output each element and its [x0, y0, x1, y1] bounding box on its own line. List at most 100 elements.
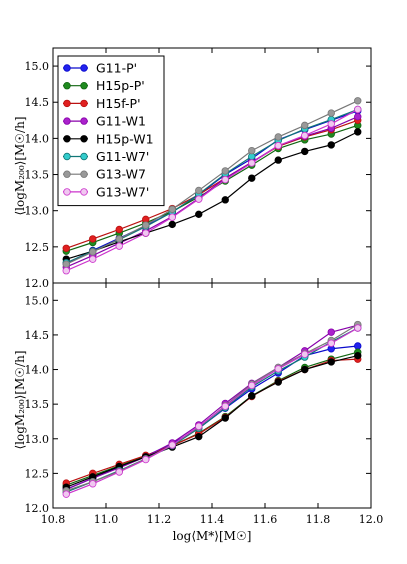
top-series-point-2 [115, 225, 123, 234]
bottom-y-tick-label: 12.5 [25, 467, 50, 480]
bottom-y-tick-label: 13.5 [25, 398, 50, 411]
bottom-x-tick-label: 11.4 [200, 513, 225, 526]
top-series-point-7 [301, 131, 309, 140]
bottom-series-point-4 [195, 432, 203, 441]
top-series-point-6 [221, 167, 229, 175]
bottom-series-line-2 [66, 358, 358, 484]
top-series-point-7 [274, 141, 282, 150]
top-series-point-6 [354, 97, 362, 105]
top-series-point-6 [274, 133, 282, 141]
legend-marker [63, 117, 71, 125]
bottom-series-point-4 [301, 365, 309, 374]
top-series-line-6 [65, 100, 359, 265]
top-series-point-6 [115, 235, 123, 243]
top-series-point-4 [195, 210, 203, 219]
top-series-point-7 [89, 255, 97, 263]
top-series-point-7 [248, 159, 256, 167]
bottom-y-tick-label: 13.0 [25, 433, 50, 446]
bottom-ticks: 12.0 12.5 13.0 13.5 14.0 14.5 15.0 10.8 11.0 11.2… [25, 283, 384, 526]
top-series-point-7 [327, 120, 335, 128]
top-series-point-4 [301, 147, 309, 156]
legend-label: G11-W1 [96, 114, 146, 129]
top-series-point-7 [354, 105, 362, 114]
top-series-point-2 [62, 244, 70, 252]
bottom-x-tick-label: 12.0 [359, 513, 384, 526]
top-series-line-4 [66, 131, 359, 260]
legend-marker [80, 135, 88, 143]
top-series-point-7 [115, 242, 123, 250]
bottom-series-point-7 [142, 455, 150, 464]
bottom-series-point-7 [354, 324, 362, 332]
legend-marker [63, 64, 71, 72]
bottom-series-point-7 [248, 381, 256, 390]
legend-marker [63, 99, 71, 108]
top-series-point-6 [142, 221, 150, 229]
bottom-x-tick-label: 10.8 [41, 513, 66, 526]
bottom-series-point-4 [327, 358, 335, 366]
top-series-point-4 [274, 156, 282, 164]
legend-marker [63, 188, 71, 196]
legend-label: G13-W7 [96, 167, 146, 182]
bottom-y-tick-label: 15.0 [25, 294, 50, 307]
bottom-series-point-4 [354, 351, 362, 360]
top-series-line-2 [66, 119, 358, 249]
bottom-series-point-7 [301, 350, 309, 359]
legend-marker [80, 170, 88, 178]
top-series-point-3 [354, 112, 362, 121]
top-series-point-4 [221, 196, 229, 204]
legend-label: G13-W7' [96, 184, 149, 199]
bottom-series-line-3 [66, 324, 358, 490]
legend-marker [63, 170, 71, 178]
bottom-series-line-7 [66, 327, 359, 495]
legend-label: G11-W7' [96, 149, 149, 164]
legend-marker [80, 64, 88, 72]
top-series-point-7 [62, 267, 70, 275]
top-y-tick-label: 13.0 [25, 205, 50, 218]
top-series-point-7 [195, 195, 203, 203]
bottom-series-point-4 [274, 378, 282, 386]
legend-marker [80, 117, 88, 125]
legend-label: G11-P' [96, 61, 137, 76]
top-y-tick-label: 13.5 [25, 169, 50, 182]
top-series-point-6 [301, 121, 309, 130]
bottom-series-line-4 [66, 355, 358, 488]
legend-marker [63, 81, 71, 90]
top-series-point-6 [168, 205, 176, 213]
bottom-panel: 12.0 12.5 13.0 13.5 14.0 14.5 15.0 10.8 11.0 11.2… [25, 282, 384, 526]
top-ticks: 12.0 12.5 13.0 13.5 14.0 14.5 15.0 [25, 48, 372, 290]
bottom-series-point-7 [327, 339, 335, 347]
top-series-point-7 [221, 175, 229, 184]
top-series-line-7 [66, 108, 359, 272]
bottom-x-tick-label: 11.6 [253, 513, 278, 526]
bottom-series-point-7 [221, 402, 229, 410]
bottom-y-tick-label: 12.0 [25, 502, 50, 515]
legend-marker [63, 152, 71, 161]
top-y-tick-label: 12.0 [25, 277, 50, 290]
bottom-series-point-0 [354, 342, 362, 350]
legend-marker [80, 152, 88, 161]
bottom-x-tick-label: 11.2 [147, 513, 172, 526]
top-y-tick-label: 14.5 [25, 96, 50, 109]
top-series-point-7 [142, 229, 150, 237]
top-series-point-6 [89, 248, 97, 256]
bottom-series-line-6 [66, 324, 359, 492]
legend-box [57, 55, 165, 207]
top-series-point-6 [327, 109, 335, 117]
top-y-tick-label: 14.0 [25, 132, 50, 145]
bottom-series-point-4 [221, 414, 229, 422]
bottom-series-point-7 [195, 422, 203, 431]
legend-marker [80, 81, 88, 90]
bottom-y-axis-label: ⟨logM₂₀₀⟩[M☉/h] [13, 350, 27, 449]
top-y-tick-label: 15.0 [25, 60, 50, 73]
top-y-axis-label: ⟨logM₂₀₀⟩[M☉/h] [13, 116, 27, 215]
legend-label: H15p-P' [96, 78, 145, 93]
top-series-point-4 [248, 174, 256, 182]
bottom-series-point-7 [168, 441, 176, 449]
bottom-series-point-7 [62, 490, 70, 498]
top-series-point-6 [248, 146, 256, 155]
top-series-point-2 [89, 235, 97, 243]
bottom-series-group [62, 320, 362, 498]
bottom-y-tick-label: 14.0 [25, 364, 50, 377]
bottom-x-tick-label: 11.8 [306, 513, 331, 526]
